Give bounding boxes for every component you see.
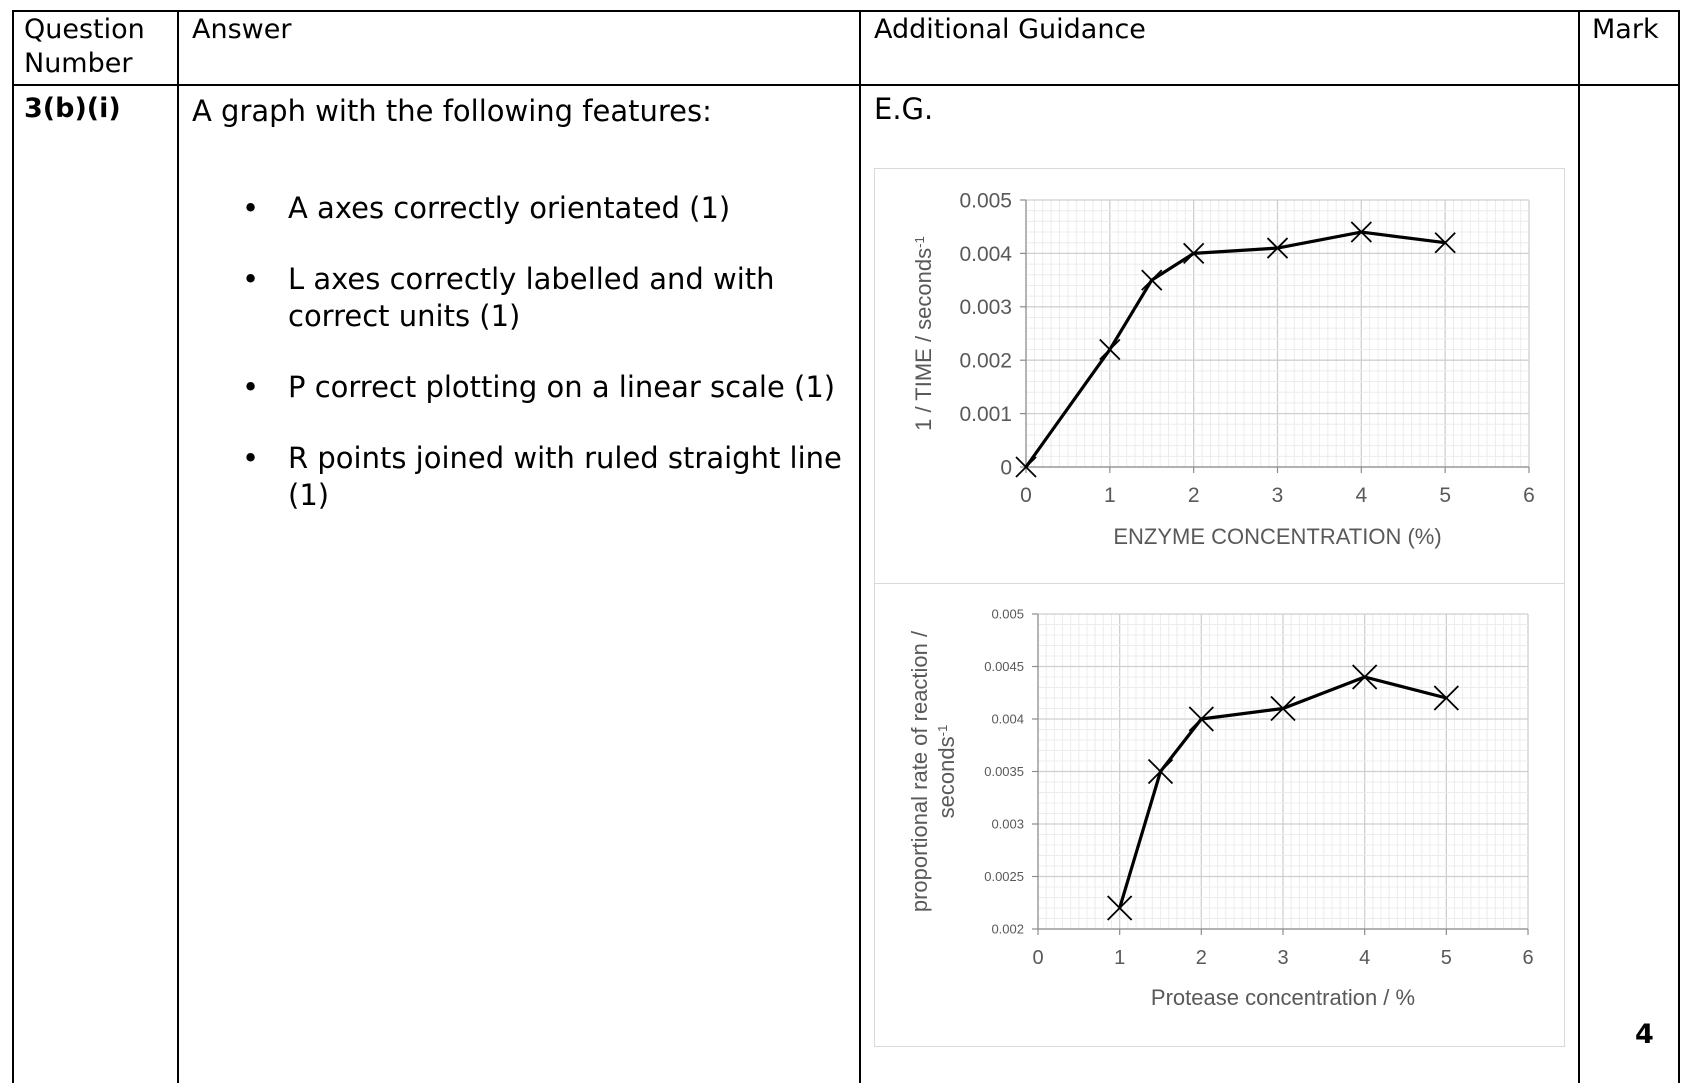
data-point-cross <box>1147 758 1174 785</box>
answer-intro: A graph with the following features: <box>192 94 712 128</box>
x-tick-label: 3 <box>1272 484 1284 507</box>
data-point <box>1434 232 1456 254</box>
x-tick-label: 1 <box>1114 947 1125 969</box>
data-point-cross <box>1107 895 1133 921</box>
data-point-cross <box>1015 456 1037 478</box>
chart-enzyme-concentration: 0 1 2 3 4 5 6 0 0.001 0.002 0.003 0.004 0.005 ENZYME … <box>874 168 1565 585</box>
header-additional-guidance: Additional Guidance <box>874 14 1146 45</box>
data-point <box>1015 456 1037 478</box>
table-header-divider <box>12 84 1680 86</box>
y-tick-label: 0.002 <box>959 350 1012 373</box>
table-border-right <box>1678 10 1680 1083</box>
mark-value: 4 <box>1635 1019 1654 1050</box>
data-point-cross <box>1188 706 1214 732</box>
data-point-cross <box>1141 269 1163 291</box>
chart-2-svg: 0 1 2 3 4 5 6 0.002 0.0025 0.003 0.0035 0.004 0.0045… <box>907 607 1534 1010</box>
x-tick-label: 0 <box>1020 484 1032 507</box>
x-tick-label: 0 <box>1032 947 1043 969</box>
y-axis-label-line-2: seconds-1 <box>934 725 959 819</box>
criterion-text: L axes correctly labelled and with corre… <box>288 262 775 333</box>
y-tick-label: 0.0035 <box>984 764 1024 779</box>
list-item: • L axes correctly labelled and with corr… <box>190 261 860 335</box>
data-point <box>1350 221 1372 243</box>
data-point <box>1141 269 1163 291</box>
bullet-icon: • <box>242 370 260 404</box>
y-tick-label: 0.004 <box>959 243 1012 266</box>
x-axis-label: Protease concentration / % <box>1151 985 1415 1010</box>
header-mark: Mark <box>1592 14 1659 45</box>
question-number: 3(b)(i) <box>24 93 121 124</box>
bullet-icon: • <box>242 262 260 296</box>
data-point <box>1352 664 1378 690</box>
x-axis-label: ENZYME CONCENTRATION (%) <box>1113 524 1441 549</box>
data-point-cross <box>1434 232 1456 254</box>
data-point-cross <box>1433 685 1459 711</box>
y-tick-label: 0.005 <box>959 189 1012 212</box>
data-point <box>1270 695 1296 722</box>
y-tick-label: 0.004 <box>991 712 1024 727</box>
criteria-list: • A axes correctly orientated (1) • L axes… <box>190 190 860 548</box>
data-point <box>1266 237 1289 259</box>
y-axis-label-superscript: -1 <box>935 725 950 737</box>
y-tick-label: 0 <box>1000 456 1012 479</box>
x-tick-label: 4 <box>1359 947 1370 969</box>
table-col-divider-3 <box>1578 10 1580 1083</box>
y-tick-label: 0.001 <box>959 403 1012 426</box>
x-tick-label: 3 <box>1277 947 1288 969</box>
data-point-cross <box>1270 695 1296 722</box>
data-point <box>1433 685 1459 711</box>
x-tick-label: 2 <box>1188 484 1200 507</box>
y-tick-label: 0.003 <box>991 817 1024 832</box>
data-point <box>1183 242 1205 265</box>
header-question-number: Question Number <box>24 14 145 79</box>
x-tick-label: 5 <box>1441 947 1452 969</box>
series-line <box>1118 675 1447 909</box>
list-item: • R points joined with ruled straight lin… <box>190 440 860 514</box>
table-col-divider-1 <box>177 10 179 1083</box>
data-point <box>1147 758 1174 785</box>
data-point-cross <box>1352 664 1378 690</box>
data-point-cross <box>1266 237 1289 259</box>
y-axis-label-line-1: proportional rate of reaction / <box>907 630 932 912</box>
list-item: • A axes correctly orientated (1) <box>190 190 860 227</box>
data-point <box>1099 338 1121 361</box>
criterion-text: P correct plotting on a linear scale (1) <box>288 370 836 404</box>
bullet-icon: • <box>242 191 260 225</box>
data-point-cross <box>1183 242 1205 265</box>
data-point-cross <box>1099 338 1121 361</box>
x-tick-label: 1 <box>1104 484 1116 507</box>
x-tick-label: 4 <box>1355 484 1367 507</box>
chart-1-svg: 0 1 2 3 4 5 6 0 0.001 0.002 0.003 0.004 0.005 ENZYME … <box>911 189 1535 549</box>
y-axis-label-superscript: -1 <box>912 236 927 248</box>
y-tick-label: 0.0025 <box>984 869 1024 884</box>
x-tick-label: 2 <box>1196 947 1207 969</box>
y-axis-label: 1 / TIME / seconds-1 <box>911 236 936 431</box>
y-tick-label: 0.003 <box>959 296 1012 319</box>
y-tick-label: 0.002 <box>991 922 1024 937</box>
criterion-text: R points joined with ruled straight line… <box>288 441 842 512</box>
header-answer: Answer <box>192 14 292 45</box>
data-point-cross <box>1350 221 1372 243</box>
x-tick-label: 5 <box>1439 484 1451 507</box>
criterion-text: A axes correctly orientated (1) <box>288 191 731 225</box>
guidance-intro: E.G. <box>874 92 934 126</box>
data-point <box>1107 895 1133 921</box>
table-border-top <box>12 10 1680 12</box>
data-point <box>1188 706 1214 732</box>
table-border-left <box>12 10 14 1083</box>
y-tick-label: 0.005 <box>991 607 1024 622</box>
table-col-divider-2 <box>859 10 861 1083</box>
x-tick-label: 6 <box>1523 484 1535 507</box>
list-item: • P correct plotting on a linear scale (1… <box>190 369 860 406</box>
y-tick-label: 0.0045 <box>984 659 1024 674</box>
x-tick-label: 6 <box>1522 947 1533 969</box>
bullet-icon: • <box>242 441 260 475</box>
chart-protease-concentration: 0 1 2 3 4 5 6 0.002 0.0025 0.003 0.0035 0.004 0.0045… <box>874 583 1565 1047</box>
